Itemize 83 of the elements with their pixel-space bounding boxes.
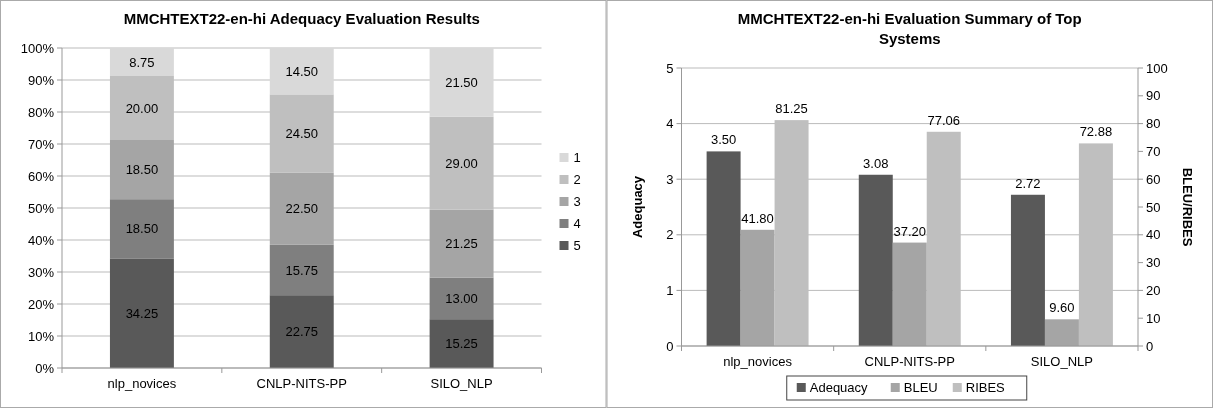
bar [429, 48, 494, 117]
y2-tick-label: 80 [1146, 116, 1161, 132]
legend-label: 1 [573, 150, 581, 165]
bar [429, 319, 494, 368]
y-tick-label: 90% [27, 72, 55, 88]
bar [269, 172, 334, 245]
legend-label: 5 [573, 238, 581, 253]
data-label: 81.25 [775, 101, 808, 117]
y-tick-label: 30% [27, 264, 55, 280]
data-label: 13.00 [445, 290, 478, 306]
y2-tick-label: 30 [1146, 255, 1161, 271]
x-tick-label: nlp_novices [107, 376, 177, 391]
data-label: 21.25 [445, 236, 478, 252]
chart-title: MMCHTEXT22-en-hi Adequacy Evaluation Results [123, 10, 480, 27]
y-tick-label: 20% [27, 296, 55, 312]
data-label: 21.50 [445, 74, 478, 90]
y-axis-title: Adequacy [629, 175, 645, 239]
data-label: 24.50 [285, 126, 319, 142]
y-tick-label: 70% [27, 136, 55, 152]
y2-tick-label: 10 [1146, 310, 1161, 326]
data-label: 77.06 [927, 112, 961, 128]
bar [429, 277, 494, 320]
bar [269, 48, 334, 95]
x-tick-label: CNLP-NITS-PP [864, 354, 955, 369]
y2-axis-title: BLEU/RIBES [1180, 167, 1195, 247]
data-label: 22.75 [285, 324, 319, 340]
y-tick-label: 50% [27, 200, 55, 216]
data-label: 72.88 [1079, 124, 1113, 140]
y-tick-label: 0% [35, 360, 55, 376]
x-tick-label: SILO_NLP [1030, 354, 1093, 369]
bar [269, 295, 334, 368]
x-tick-label: nlp_novices [723, 354, 793, 369]
data-label: 15.75 [285, 262, 319, 278]
data-label: 14.50 [285, 63, 319, 79]
bar [109, 199, 174, 259]
data-label: 8.75 [129, 54, 155, 70]
y-tick-label: 3 [666, 171, 674, 187]
y-tick-label: 1 [666, 282, 674, 298]
y2-tick-label: 50 [1146, 199, 1161, 215]
y2-tick-label: 20 [1146, 282, 1161, 298]
bar [429, 209, 494, 278]
data-label: 37.20 [893, 223, 927, 239]
legend-label: 4 [573, 216, 581, 231]
data-label: 18.50 [125, 162, 159, 178]
data-label: 22.50 [285, 201, 319, 217]
y-tick-label: 80% [27, 104, 55, 120]
y-tick-label: 10% [27, 328, 55, 344]
x-tick-label: SILO_NLP [430, 376, 493, 391]
data-label: 3.50 [710, 132, 737, 148]
y2-tick-label: 100 [1146, 60, 1168, 76]
y2-tick-label: 90 [1146, 88, 1161, 104]
data-label: 9.60 [1049, 300, 1075, 316]
y-tick-label: 2 [666, 227, 674, 243]
legend-label: RIBES [965, 380, 1006, 395]
data-label: 18.50 [125, 221, 159, 237]
bar [109, 140, 174, 200]
legend-label: BLEU [903, 380, 938, 395]
y2-tick-label: 40 [1146, 227, 1161, 243]
legend-label: 2 [573, 172, 581, 187]
y-tick-label: 40% [27, 232, 55, 248]
legend-label: Adequacy [809, 380, 869, 395]
y-tick-label: 60% [27, 168, 55, 184]
legend-label: 3 [573, 194, 581, 209]
data-label: 20.00 [125, 100, 159, 116]
y2-tick-label: 70 [1146, 143, 1161, 159]
y-tick-label: 100% [20, 40, 55, 56]
bar [1010, 194, 1045, 346]
y2-tick-label: 60 [1146, 171, 1161, 187]
data-label: 3.08 [863, 155, 889, 171]
data-label: 34.25 [125, 305, 159, 321]
chart-title: MMCHTEXT22-en-hi Evaluation Summary of Top Systems [737, 10, 1082, 47]
y-tick-label: 4 [666, 116, 674, 132]
bar [269, 244, 334, 296]
bar [109, 258, 174, 368]
data-label: 29.00 [445, 155, 478, 171]
y2-tick-label: 0 [1146, 338, 1154, 354]
data-label: 41.80 [741, 210, 774, 226]
x-tick-label: CNLP-NITS-PP [256, 376, 347, 391]
y-tick-label: 0 [666, 338, 674, 354]
data-label: 2.72 [1015, 175, 1041, 191]
bar [109, 48, 174, 76]
data-label: 15.25 [445, 336, 478, 352]
y-tick-label: 5 [666, 60, 674, 76]
